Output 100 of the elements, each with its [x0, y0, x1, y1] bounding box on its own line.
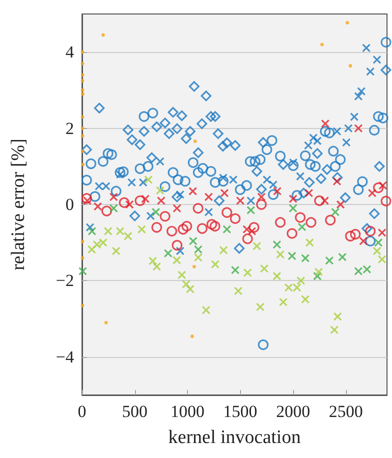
point [81, 144, 92, 155]
point [254, 154, 266, 165]
point [156, 186, 164, 195]
point [230, 140, 241, 151]
point [330, 208, 340, 216]
point [80, 50, 84, 54]
point [248, 226, 256, 236]
point [362, 44, 371, 52]
point [272, 272, 282, 280]
point [230, 266, 240, 274]
point [192, 264, 196, 268]
point [102, 182, 110, 191]
point [206, 166, 216, 177]
point [92, 240, 102, 249]
point [372, 246, 382, 256]
point [152, 208, 160, 216]
point [210, 260, 220, 269]
point [373, 111, 384, 122]
point [275, 217, 286, 228]
point [106, 149, 117, 160]
point [248, 222, 260, 233]
point [180, 176, 190, 187]
point [94, 102, 105, 114]
point [234, 243, 245, 254]
point [369, 208, 380, 219]
point [210, 111, 220, 122]
point [212, 128, 224, 139]
point [268, 189, 279, 200]
point [374, 161, 385, 172]
x-tick-label: 1000 [170, 402, 205, 421]
point [87, 245, 96, 254]
point [268, 180, 278, 189]
point [81, 92, 85, 96]
point [246, 206, 256, 215]
point [306, 217, 316, 228]
point [176, 246, 184, 256]
point [160, 211, 170, 222]
point [256, 184, 267, 195]
y-tick-label: 4 [66, 42, 74, 62]
point [304, 177, 315, 188]
point [325, 214, 336, 226]
point [198, 163, 208, 174]
point [256, 302, 265, 312]
point [172, 240, 182, 251]
point [234, 184, 246, 195]
point [258, 339, 269, 350]
point [344, 124, 353, 133]
point [180, 133, 192, 144]
point [252, 242, 262, 250]
point [380, 64, 392, 76]
point [138, 111, 150, 122]
point [368, 188, 377, 198]
point [148, 256, 158, 266]
point [218, 140, 228, 152]
point [194, 245, 202, 254]
point [380, 36, 392, 48]
point [178, 224, 188, 235]
point [116, 226, 124, 236]
point [80, 88, 84, 92]
point [202, 306, 210, 314]
point [236, 196, 245, 205]
point [172, 192, 182, 202]
point [178, 270, 186, 280]
point [374, 238, 383, 247]
point [193, 140, 197, 144]
point [369, 124, 380, 136]
point [380, 196, 392, 206]
point [160, 118, 170, 128]
point [372, 55, 382, 64]
point [81, 174, 92, 186]
point [146, 152, 158, 163]
point [284, 283, 293, 292]
point [288, 252, 296, 260]
point [151, 121, 162, 132]
point [101, 33, 105, 37]
point [275, 150, 286, 162]
point [194, 253, 202, 262]
point [88, 226, 96, 236]
point [116, 170, 124, 179]
point [348, 64, 352, 68]
y-tick-label: −2 [56, 271, 74, 290]
point [333, 312, 342, 321]
point [148, 108, 158, 118]
point [160, 181, 170, 192]
point [190, 334, 194, 338]
point [300, 150, 311, 162]
point [172, 256, 182, 264]
point [373, 182, 384, 194]
point [188, 186, 198, 196]
point [338, 252, 347, 262]
point [204, 208, 213, 216]
point [298, 188, 309, 198]
point [164, 248, 172, 258]
point [292, 190, 302, 201]
point [172, 204, 182, 213]
point [188, 236, 198, 246]
point [345, 230, 356, 242]
point [137, 224, 146, 234]
point [353, 184, 364, 195]
point [90, 191, 100, 202]
